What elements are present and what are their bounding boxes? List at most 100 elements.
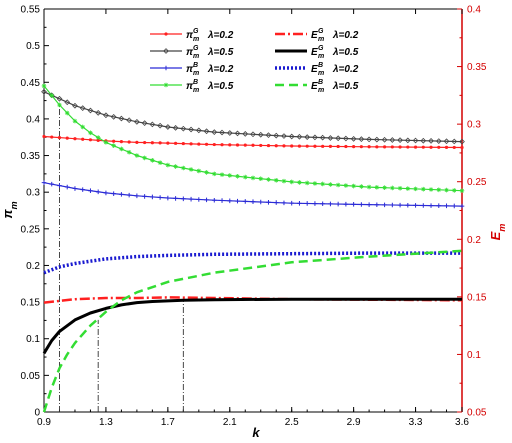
series-marker (344, 144, 348, 149)
series-marker (374, 185, 380, 190)
series-marker (351, 202, 356, 207)
annotation-lines (59, 104, 184, 412)
y-tick-label-left: 0.45 (21, 78, 41, 89)
series-marker (290, 144, 294, 148)
series-marker (444, 203, 449, 209)
series-marker (259, 143, 263, 148)
y-tick-label-left: 0.4 (26, 114, 40, 125)
x-tick-label: 3.3 (409, 417, 423, 428)
series-marker (289, 200, 295, 206)
legend-label: E (311, 64, 318, 75)
series-marker (219, 198, 225, 203)
series-marker (428, 203, 434, 208)
series-marker (211, 197, 217, 203)
series-marker (404, 137, 411, 144)
y-tick-label-left: 0 (34, 408, 40, 419)
series-marker (196, 197, 202, 202)
legend-subscript: m (318, 70, 324, 77)
series-marker (88, 188, 93, 194)
y-tick-label-left: 0.15 (21, 298, 41, 309)
series-marker (103, 112, 109, 119)
series-marker (49, 181, 55, 187)
series-marker (235, 198, 240, 204)
series-marker (397, 137, 403, 144)
series-marker (459, 188, 465, 194)
series-marker (358, 136, 365, 142)
series-marker (451, 188, 457, 193)
series-marker (150, 141, 154, 145)
series-marker (242, 174, 248, 180)
series-marker (373, 136, 380, 143)
series-marker (359, 202, 364, 207)
series-marker (103, 140, 109, 145)
series-marker (437, 145, 441, 149)
series-marker (204, 170, 209, 175)
series-marker (367, 145, 371, 149)
series-marker (451, 138, 458, 145)
legend-label: π (186, 47, 194, 58)
series-marker (57, 135, 62, 140)
legend-superscript: B (318, 79, 323, 86)
series-marker (211, 129, 218, 135)
y-tick-label-right: 0.2 (467, 235, 481, 246)
legend-label: π (186, 64, 194, 75)
series-marker (41, 83, 47, 89)
series-marker (126, 117, 133, 124)
legend-superscript: G (193, 28, 199, 35)
series-marker (88, 130, 93, 136)
legend-lambda: λ=0.5 (207, 47, 234, 58)
series-lines (42, 85, 463, 413)
series-marker (351, 183, 356, 189)
series-marker (181, 165, 186, 171)
series-marker (119, 140, 124, 144)
series-marker (227, 173, 233, 178)
series-marker (350, 135, 357, 142)
series-marker (281, 133, 287, 139)
series-marker (173, 196, 178, 201)
y-tick-label-left: 0.05 (21, 371, 41, 382)
series-marker (390, 145, 394, 149)
series-marker (304, 201, 310, 206)
y-tick-label-left: 0.3 (26, 188, 40, 199)
series-marker (150, 194, 155, 200)
series-marker (110, 114, 117, 120)
x-tick-label: 0.9 (37, 417, 51, 428)
y-tick-label-left: 0.5 (26, 41, 40, 52)
series-marker (250, 175, 256, 181)
legend-lambda: λ=0.5 (332, 47, 359, 58)
series-marker (72, 186, 78, 191)
series-marker (57, 183, 62, 188)
series-marker (382, 145, 387, 149)
series-line-e-b-7 (42, 249, 463, 413)
series-marker (281, 178, 287, 184)
series-marker (65, 136, 69, 140)
legend-subscript: m (318, 87, 324, 94)
series-marker (157, 160, 163, 165)
series-marker (389, 137, 396, 143)
series-marker (87, 107, 94, 114)
series-marker (428, 138, 434, 144)
legend-lambda: λ=0.2 (332, 64, 359, 75)
series-marker (250, 199, 256, 205)
series-marker (134, 193, 140, 199)
series-marker (166, 141, 170, 145)
series-marker (126, 149, 132, 155)
series-marker (143, 140, 147, 145)
series-marker (219, 129, 225, 136)
x-tick-label: 3.6 (455, 417, 469, 428)
series-marker (390, 185, 395, 191)
series-marker (335, 135, 342, 142)
y-tick-label-right: 0.15 (467, 292, 487, 303)
series-marker (382, 202, 387, 208)
legend-label: E (311, 30, 318, 41)
series-marker (352, 145, 356, 149)
series-marker (57, 102, 62, 108)
tick-marks: 0.9 1.3 1.7 2.1 2.5 2.9 3.3 3.6 0 0.05 0.1 0.15 0.2 0… (21, 5, 487, 429)
x-tick-label: 1.7 (161, 417, 175, 428)
series-marker (328, 182, 333, 187)
legend-marker (163, 48, 169, 54)
series-marker (118, 115, 125, 122)
series-marker (195, 127, 202, 134)
series-marker (134, 153, 140, 158)
